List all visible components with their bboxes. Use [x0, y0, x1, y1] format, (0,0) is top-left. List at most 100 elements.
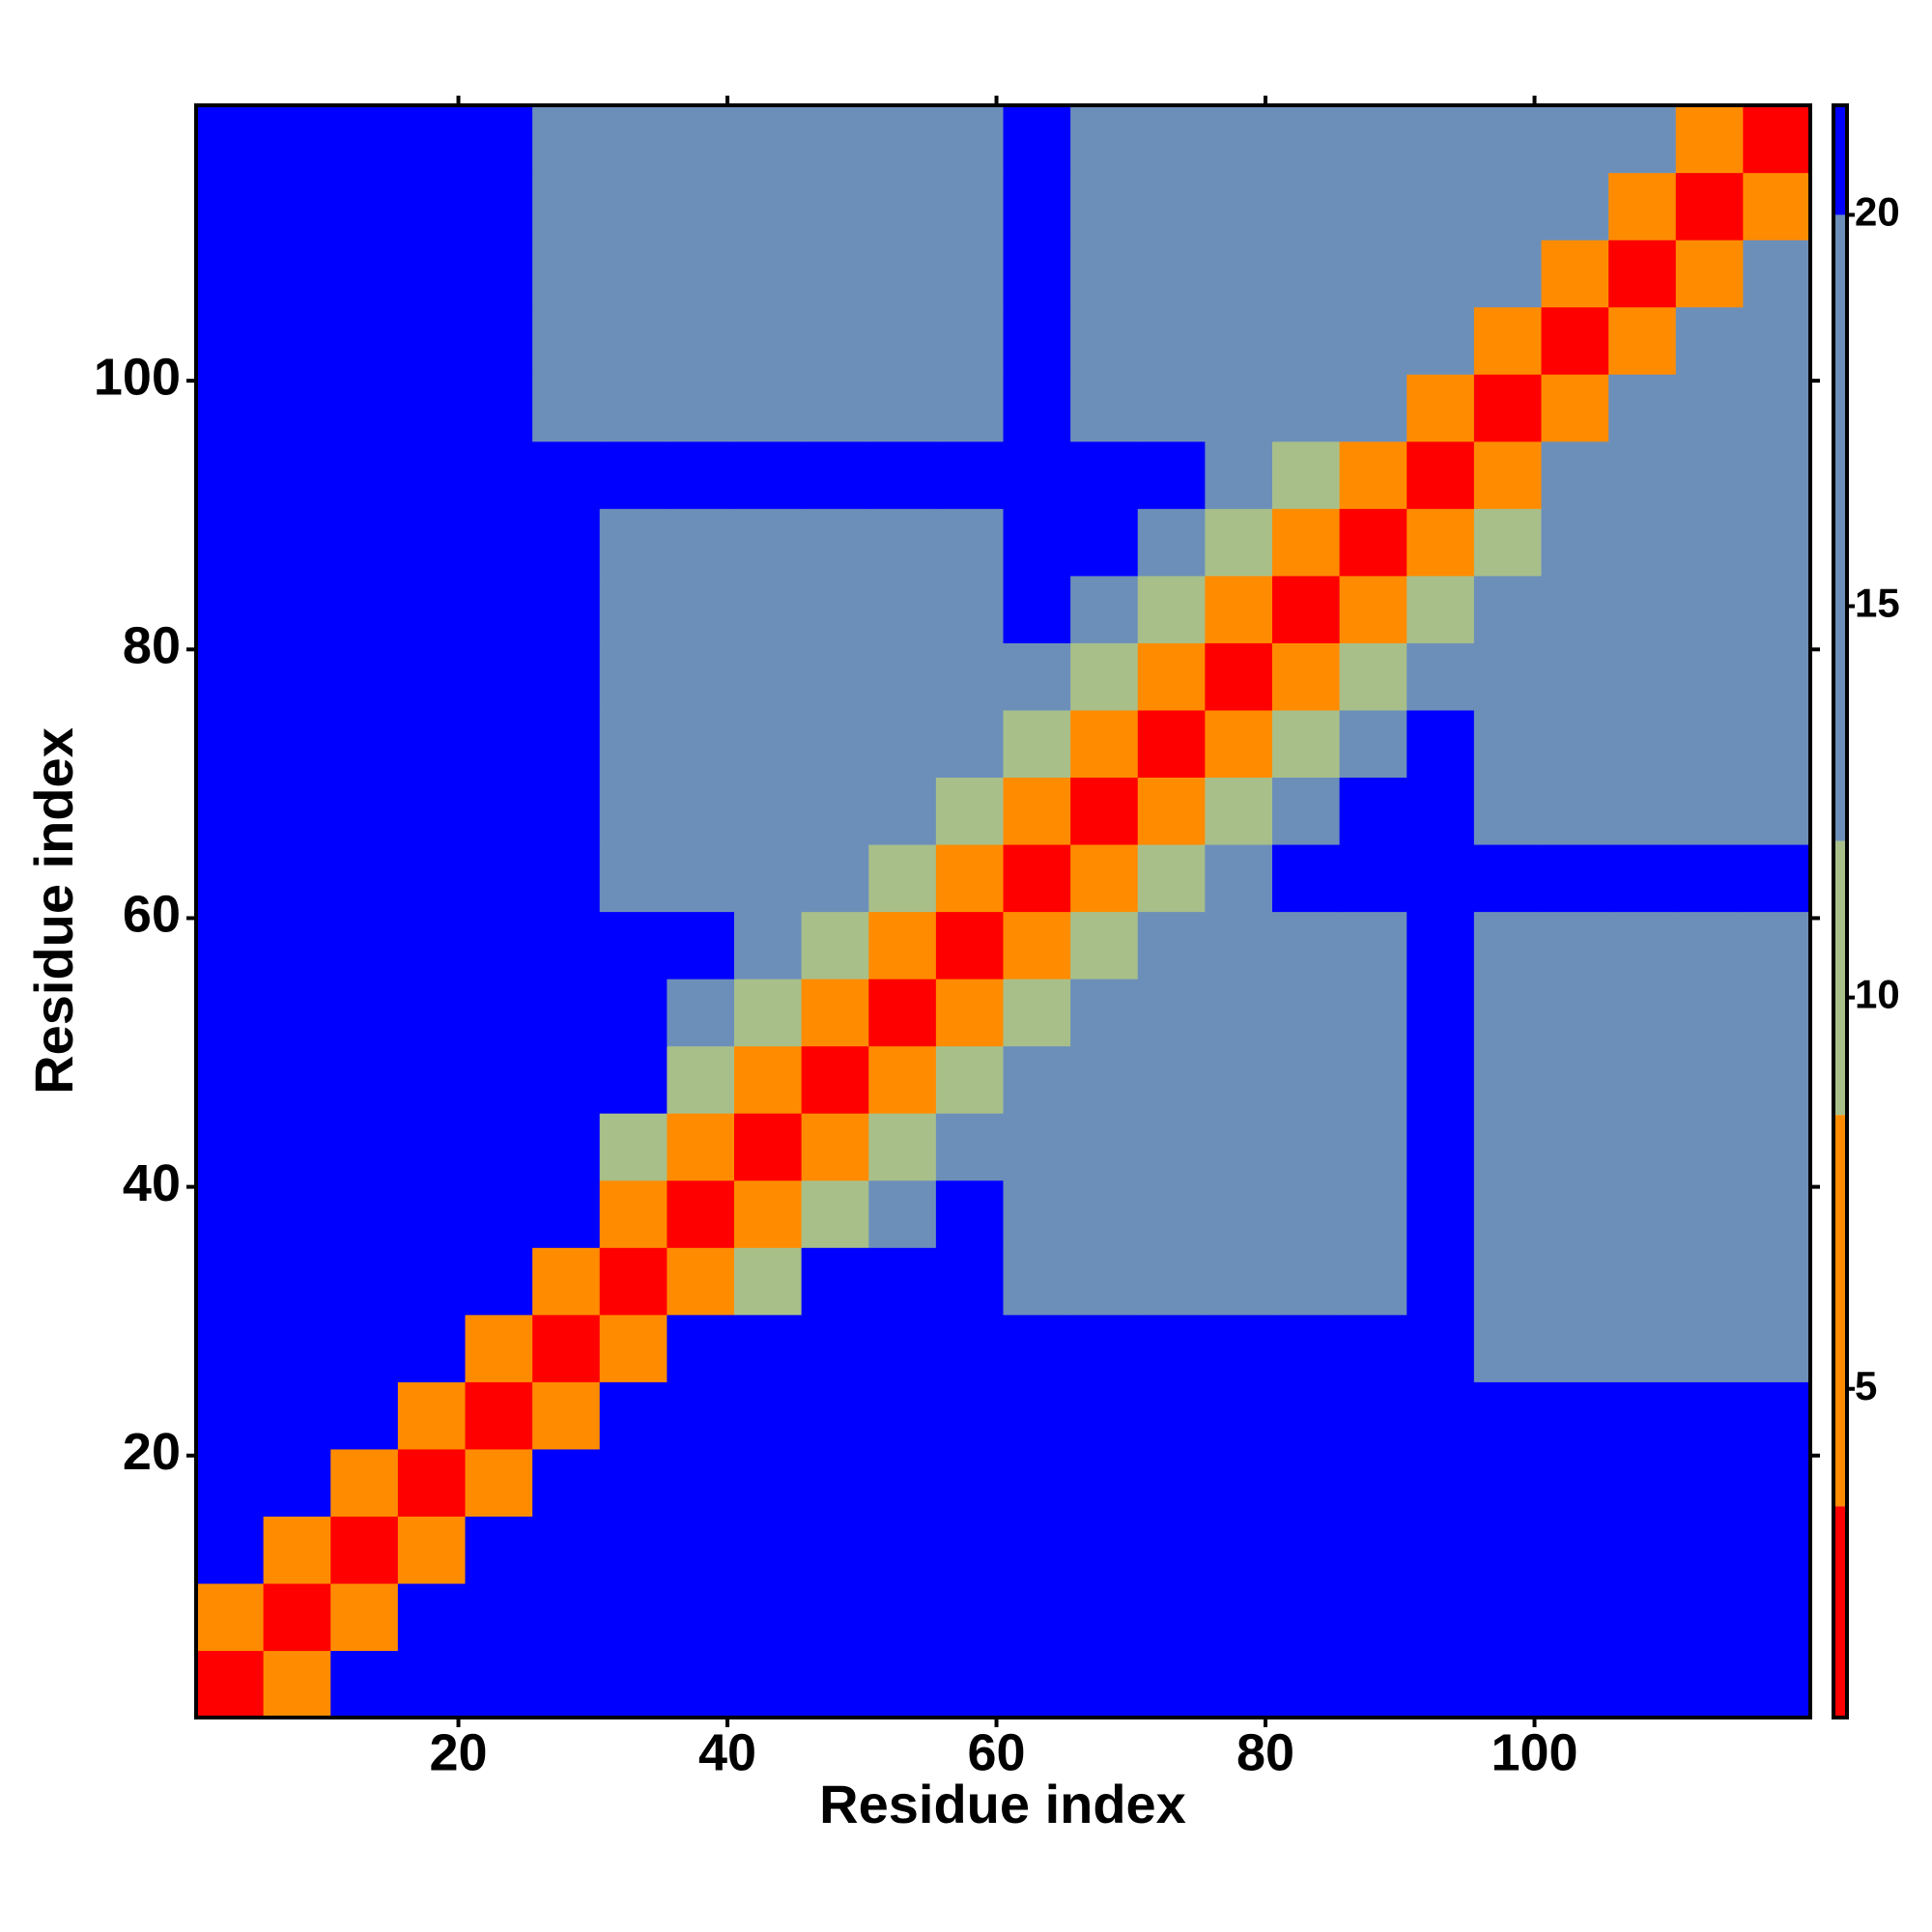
heatmap-cell	[1473, 1650, 1543, 1719]
heatmap-cell	[1743, 172, 1811, 241]
heatmap-cell	[1205, 911, 1273, 980]
heatmap-cell	[1743, 1113, 1811, 1181]
heatmap-cell	[397, 1113, 467, 1181]
heatmap-cell	[1137, 508, 1206, 577]
heatmap-cell	[1070, 1582, 1139, 1652]
heatmap-cell	[1743, 1650, 1811, 1719]
heatmap-cell	[1541, 1516, 1609, 1584]
heatmap-cell	[1070, 1516, 1139, 1584]
heatmap-cell	[935, 440, 1005, 509]
heatmap-cell	[1070, 642, 1139, 711]
heatmap-cell	[801, 1582, 869, 1652]
heatmap-cell	[330, 911, 399, 980]
heatmap-cell	[1406, 1314, 1475, 1382]
heatmap-cell	[330, 1650, 399, 1719]
heatmap-cell	[734, 105, 803, 174]
heatmap-cell	[868, 642, 937, 711]
heatmap-cell	[330, 642, 399, 711]
heatmap-cell	[1473, 1247, 1543, 1316]
heatmap-cell	[599, 1516, 668, 1584]
heatmap-cell	[935, 240, 1005, 308]
heatmap-cell	[263, 105, 331, 174]
heatmap-cell	[465, 306, 533, 375]
heatmap-cell	[1339, 1314, 1407, 1382]
heatmap-cell	[1541, 1314, 1609, 1382]
heatmap-cell	[465, 1582, 533, 1652]
heatmap-cell	[1137, 240, 1206, 308]
heatmap-cell	[465, 1650, 533, 1719]
heatmap-cell	[263, 843, 331, 913]
heatmap-cell	[1137, 911, 1206, 980]
heatmap-cell	[1406, 1650, 1475, 1719]
heatmap-cell	[1406, 709, 1475, 779]
heatmap-cell	[1003, 1516, 1071, 1584]
heatmap-cell	[1272, 105, 1341, 174]
heatmap-cell	[1406, 508, 1475, 577]
heatmap-cell	[1473, 1179, 1543, 1248]
heatmap-cell	[196, 1381, 265, 1450]
heatmap-cell	[330, 1179, 399, 1248]
heatmap-cell	[935, 1381, 1005, 1450]
heatmap-cell	[667, 1516, 735, 1584]
heatmap-cell	[1003, 1247, 1071, 1316]
heatmap-cell	[1205, 642, 1273, 711]
heatmap-cell	[1675, 440, 1744, 509]
heatmap-cell	[1272, 440, 1341, 509]
heatmap-cell	[1070, 911, 1139, 980]
heatmap-cell	[1473, 1045, 1543, 1114]
heatmap-cell	[263, 1516, 331, 1584]
heatmap-cell	[801, 642, 869, 711]
heatmap-cell	[532, 1582, 601, 1652]
heatmap-cell	[1272, 979, 1341, 1047]
heatmap-cell	[1272, 1516, 1341, 1584]
heatmap-cell	[801, 1113, 869, 1181]
heatmap-cell	[465, 1448, 533, 1517]
heatmap-cell	[1743, 105, 1811, 174]
heatmap-cell	[935, 1247, 1005, 1316]
heatmap-cell	[1406, 575, 1475, 643]
heatmap-cell	[330, 709, 399, 779]
heatmap-cell	[1541, 306, 1609, 375]
heatmap-cell	[1272, 508, 1341, 577]
heatmap-cell	[196, 1113, 265, 1181]
heatmap-cell	[935, 1179, 1005, 1248]
heatmap-cell	[1003, 979, 1071, 1047]
heatmap-cell	[935, 843, 1005, 913]
heatmap-cell	[1003, 575, 1071, 643]
x-tick-label: 20	[429, 1723, 487, 1781]
heatmap-cell	[465, 979, 533, 1047]
heatmap-cell	[1272, 1113, 1341, 1181]
heatmap-cell	[1675, 1113, 1744, 1181]
x-tick-label: 80	[1236, 1723, 1294, 1781]
heatmap-cell	[1675, 1650, 1744, 1719]
heatmap-cell	[1743, 1247, 1811, 1316]
heatmap-cell	[1137, 1314, 1206, 1382]
y-tick-label: 100	[94, 348, 181, 406]
heatmap-cell	[1743, 1179, 1811, 1248]
heatmap-cell	[599, 306, 668, 375]
heatmap-cell	[196, 575, 265, 643]
heatmap-cell	[935, 979, 1005, 1047]
heatmap-cell	[1473, 440, 1543, 509]
heatmap-cell	[667, 1113, 735, 1181]
heatmap-cell	[397, 1247, 467, 1316]
heatmap-cell	[935, 1582, 1005, 1652]
heatmap-cell	[1272, 306, 1341, 375]
heatmap-cell	[330, 1314, 399, 1382]
heatmap-cell	[935, 1516, 1005, 1584]
heatmap-cell	[1272, 843, 1341, 913]
heatmap-cell	[330, 1448, 399, 1517]
heatmap-cell	[397, 1179, 467, 1248]
heatmap-cell	[868, 709, 937, 779]
heatmap-cell	[599, 1314, 668, 1382]
heatmap-cell	[1473, 709, 1543, 779]
heatmap-cell	[1205, 1247, 1273, 1316]
heatmap-cell	[599, 508, 668, 577]
heatmap-cell	[667, 1582, 735, 1652]
heatmap-cell	[532, 1381, 601, 1450]
heatmap-cell	[1541, 709, 1609, 779]
heatmap-cell	[397, 642, 467, 711]
heatmap-cell	[734, 642, 803, 711]
heatmap-cell	[1541, 374, 1609, 442]
heatmap-cell	[734, 172, 803, 241]
